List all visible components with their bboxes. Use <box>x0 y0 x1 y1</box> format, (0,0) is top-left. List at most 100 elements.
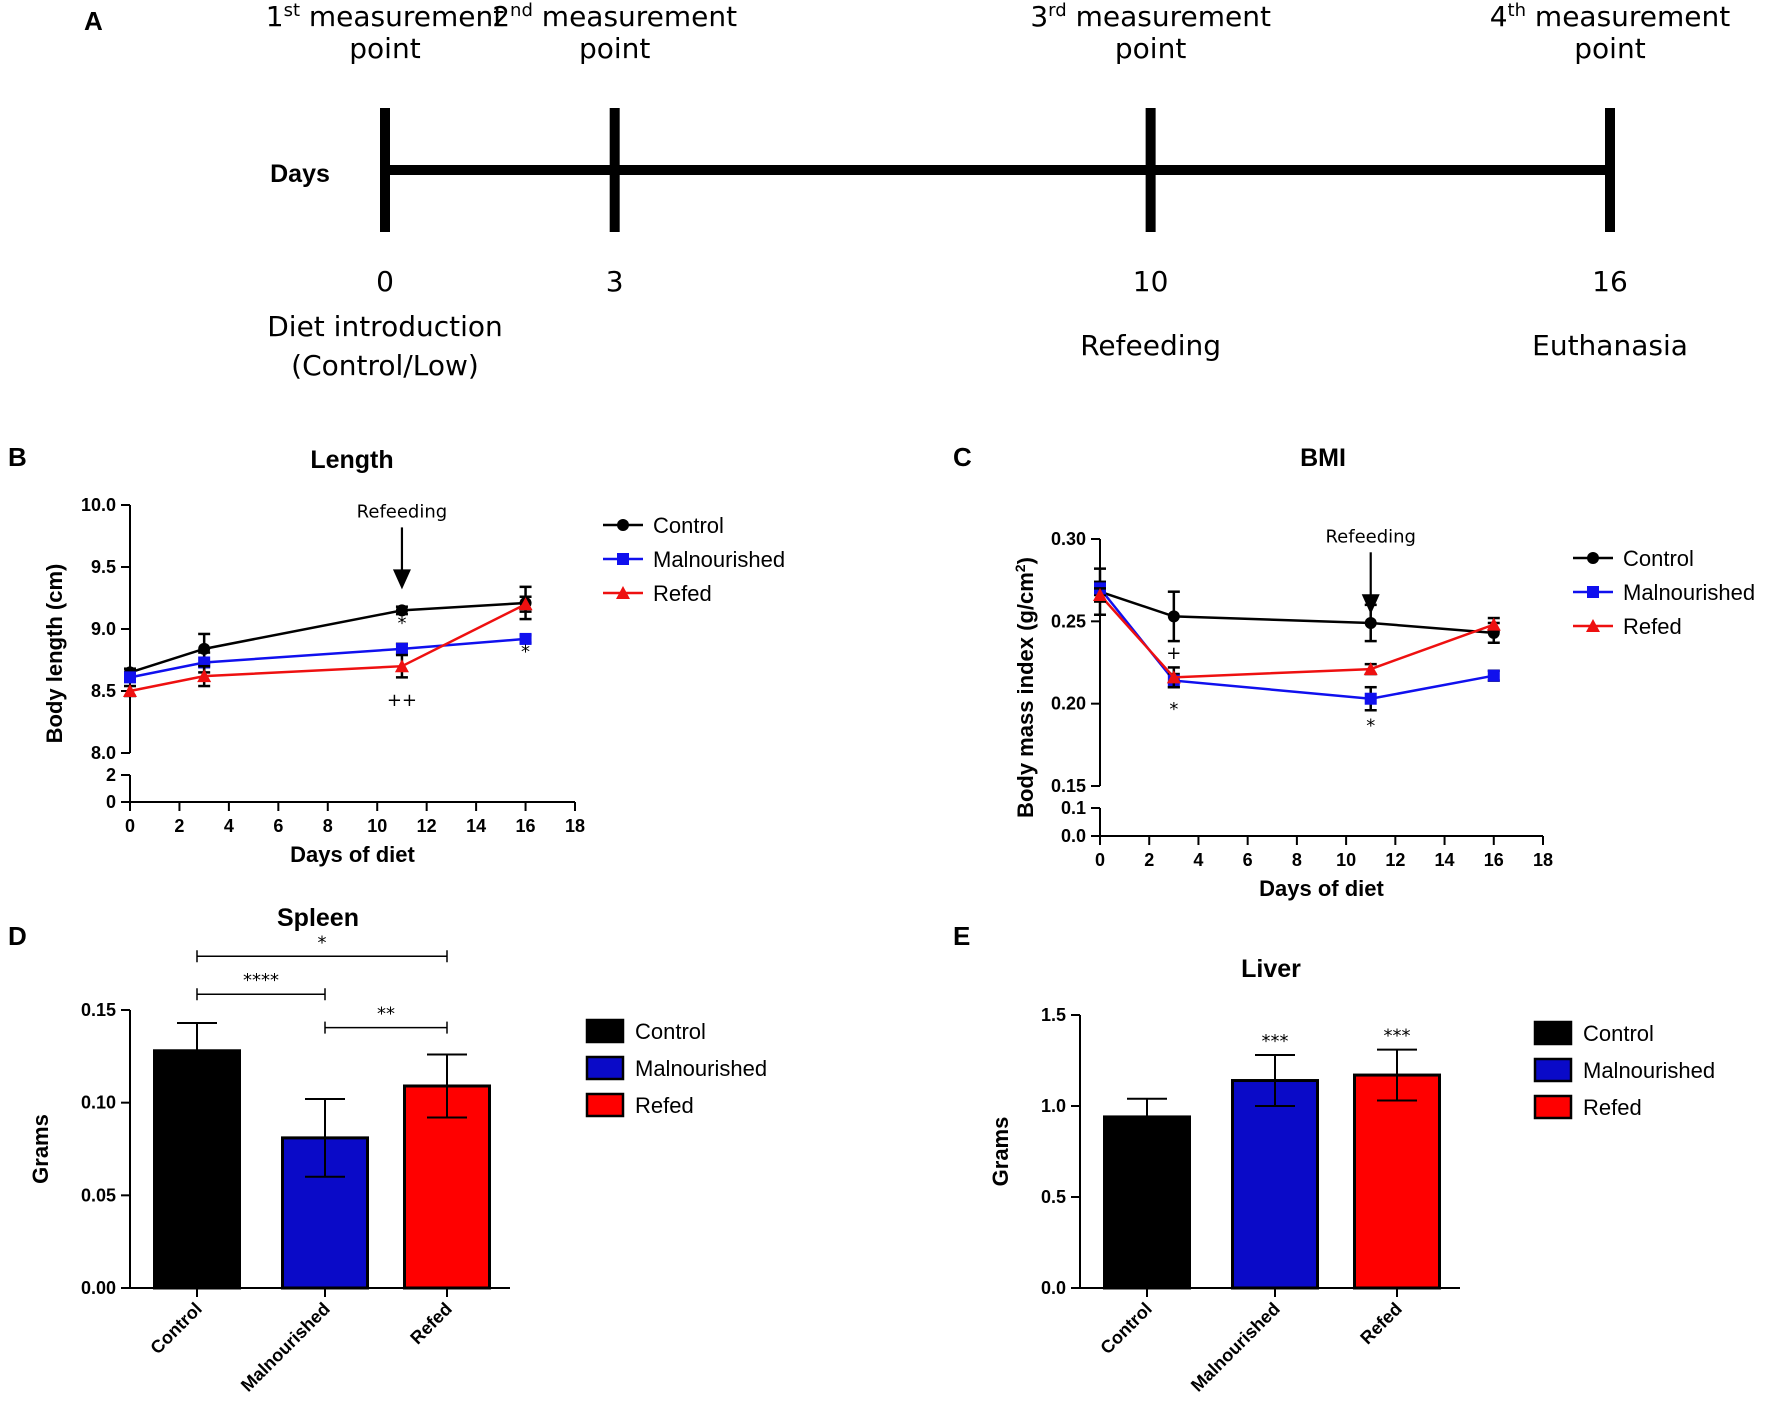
panel-d-sig-label-0: * <box>318 932 327 953</box>
timeline-day-3: 16 <box>1592 265 1628 298</box>
panel-b-xtick-label-7: 14 <box>466 816 486 836</box>
measurement-ordinal-suffix: rd <box>1048 0 1067 21</box>
panel-d-ytick-label-1: 0.05 <box>81 1185 116 1205</box>
panel-e-bar-label-2: *** <box>1384 1026 1411 1047</box>
panel-e-bar-refed <box>1353 1073 1441 1290</box>
panel-d-sig-label-1: **** <box>243 970 279 991</box>
panel-b-legend-marker-2 <box>616 586 630 599</box>
panel-b-ytick-label-3: 9.5 <box>91 557 116 577</box>
panel-e-title: Liver <box>1241 955 1301 983</box>
panel-e-xtick-label-1: Malnourished <box>1187 1299 1284 1396</box>
panel-c-point-refed-3 <box>1486 617 1501 631</box>
panel-b-refeeding-arrow-head <box>392 569 411 590</box>
panel-b-letter: B <box>8 442 27 472</box>
timeline-note-3: Euthanasia <box>1532 329 1688 362</box>
panel-d-xtick-label-2: Refed <box>406 1299 456 1349</box>
panel-c-ytick-label-3: 0.30 <box>1051 529 1086 549</box>
panel-a-letter: A <box>84 6 103 36</box>
panel-c-ytick-label-0: 0.15 <box>1051 776 1086 796</box>
panel-b-ytick-label-4: 10.0 <box>81 495 116 515</box>
panel-b-legend-label-1: Malnourished <box>653 547 785 572</box>
panel-b-point-control-2 <box>395 604 408 617</box>
panel-c-xtick-label-2: 4 <box>1193 850 1203 870</box>
timeline-day-1: 3 <box>606 265 624 298</box>
panel-c-xtick-label-1: 2 <box>1144 850 1154 870</box>
panel-b-ytick-label-1: 8.5 <box>91 681 116 701</box>
panel-c-annotation-3: * <box>1366 716 1375 737</box>
measurement-label-line2-0: point <box>349 32 420 65</box>
panel-e-bar-label-1: *** <box>1262 1031 1289 1052</box>
panel-c-legend-marker-1 <box>1587 586 1599 598</box>
panel-b-legend-marker-0 <box>617 519 629 531</box>
panel-b-point-malnourished-2 <box>395 642 408 655</box>
panel-d-legend-swatch-2 <box>585 1092 625 1118</box>
panel-b-ybtick-label-1: 2 <box>106 765 116 785</box>
panel-c-ytick-label-1: 0.20 <box>1051 694 1086 714</box>
panel-b-ytick-label-0: 8.0 <box>91 743 116 763</box>
panel-b-xtick-label-2: 4 <box>224 816 234 836</box>
measurement-ordinal: 4 <box>1490 0 1508 33</box>
panel-d-title: Spleen <box>277 904 359 932</box>
panel-c-ylabel: Body mass index (g/cm2) <box>1012 557 1038 818</box>
panel-c-title: BMI <box>1300 444 1346 472</box>
panel-c-line-refed <box>1099 594 1495 679</box>
panel-e-ytick-label-0: 0.0 <box>1041 1278 1066 1298</box>
panel-d-ytick-label-3: 0.15 <box>81 1000 116 1020</box>
panel-b-annotation-2: ++ <box>387 690 417 711</box>
panel-c-ylabel-text: Body mass index (g/cm <box>1013 572 1038 818</box>
panel-e-legend-swatch-0 <box>1533 1020 1573 1046</box>
panel-b-line-malnourished <box>129 637 526 679</box>
panel-c-annotation-1: + <box>1166 643 1181 664</box>
panel-d-legend-label-1: Malnourished <box>635 1056 767 1081</box>
panel-c-ybtick-label-1: 0.1 <box>1061 798 1086 818</box>
panel-c-point-control-1 <box>1167 610 1180 623</box>
timeline-day-0: 0 <box>376 265 394 298</box>
panel-c-ylabel-sup: 2 <box>1012 564 1028 572</box>
measurement-label-line2-1: point <box>579 32 650 65</box>
panel-d-sig-label-2: ** <box>377 1004 395 1025</box>
panel-c-legend-label-1: Malnourished <box>1623 580 1755 605</box>
panel-c-ytick-label-2: 0.25 <box>1051 611 1086 631</box>
panel-b-xtick-label-8: 16 <box>516 816 536 836</box>
panel-c-legend-label-2: Refed <box>1623 614 1682 639</box>
panel-d-legend-swatch-0 <box>585 1018 625 1044</box>
panel-b-point-malnourished-3 <box>519 632 532 645</box>
measurement-ordinal: 1 <box>266 0 284 33</box>
timeline-axis-label: Days <box>270 160 330 188</box>
panel-c-ybtick-label-0: 0.0 <box>1061 826 1086 846</box>
panel-e-xtick-label-2: Refed <box>1356 1299 1406 1349</box>
panel-b-line-refed <box>129 603 527 693</box>
panel-c-xtick-label-0: 0 <box>1095 850 1105 870</box>
panel-e-letter: E <box>953 921 970 951</box>
panel-e-ytick-label-2: 1.0 <box>1041 1096 1066 1116</box>
panel-e-legend-label-2: Refed <box>1583 1095 1642 1120</box>
measurement-label-1: 2nd measurement <box>492 0 737 33</box>
panel-c-point-refed-2 <box>1363 662 1378 676</box>
measurement-ordinal-suffix: st <box>284 0 300 21</box>
panel-e-legend-swatch-1 <box>1533 1057 1573 1083</box>
panel-e-bar-malnourished <box>1231 1079 1319 1290</box>
panel-b-annotation-1: * <box>397 613 406 634</box>
panel-b-ylabel-text: Body length (cm) <box>42 564 67 744</box>
panel-b-xtick-label-4: 8 <box>323 816 333 836</box>
panel-c-xtick-label-4: 8 <box>1292 850 1302 870</box>
panel-c-point-malnourished-3 <box>1487 669 1500 682</box>
panel-d-ylabel: Grams <box>28 1114 53 1184</box>
timeline-note-2: Refeeding <box>1080 329 1221 362</box>
panel-d-legend-swatch-1 <box>585 1055 625 1081</box>
panel-b-point-refed-0 <box>123 684 137 697</box>
timeline-note-0: Diet introduction <box>267 310 503 343</box>
panel-e-legend-label-1: Malnourished <box>1583 1058 1715 1083</box>
panel-b-xtick-label-5: 10 <box>367 816 387 836</box>
panel-d-letter: D <box>8 921 27 951</box>
timeline-day-2: 10 <box>1133 265 1169 298</box>
measurement-text: measurement <box>533 0 737 33</box>
measurement-label-0: 1st measurement <box>266 0 505 33</box>
panel-b-ybtick-label-0: 0 <box>106 792 116 812</box>
panel-b-xtick-label-6: 12 <box>417 816 437 836</box>
panel-c-xtick-label-6: 12 <box>1385 850 1405 870</box>
panel-c-xtick-label-9: 18 <box>1533 850 1553 870</box>
panel-b-xtick-label-9: 18 <box>565 816 585 836</box>
measurement-text: measurement <box>1067 0 1271 33</box>
panel-c-point-refed-0 <box>1093 587 1107 601</box>
